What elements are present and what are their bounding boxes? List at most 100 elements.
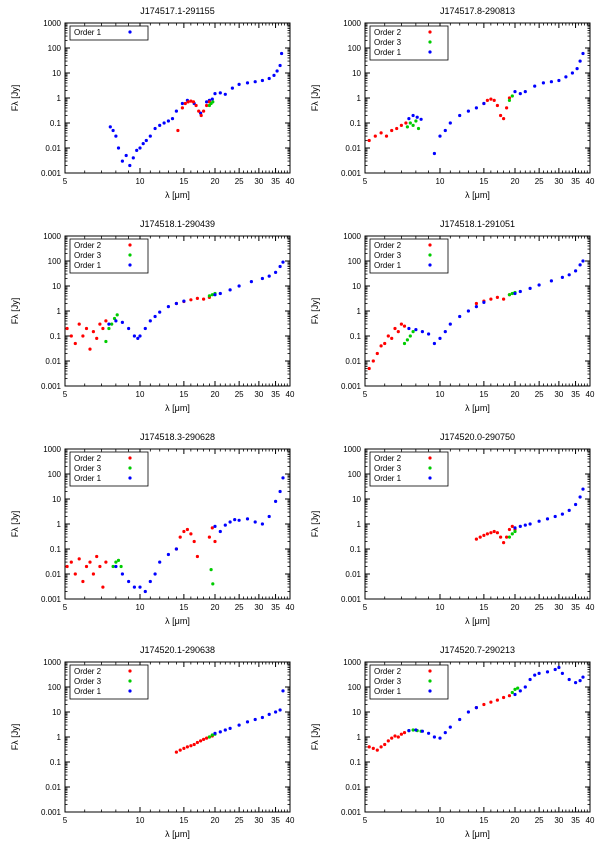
x-tick-label: 40 xyxy=(586,390,595,399)
data-point xyxy=(516,686,520,690)
x-tick-label: 5 xyxy=(363,177,368,186)
data-point xyxy=(213,731,217,735)
data-point xyxy=(281,260,285,264)
legend-marker xyxy=(428,243,432,247)
data-point xyxy=(458,314,462,319)
data-point xyxy=(124,153,128,158)
x-tick-label: 15 xyxy=(479,603,488,612)
y-tick-label: 0.001 xyxy=(341,169,362,178)
data-point xyxy=(178,748,182,752)
data-point xyxy=(390,336,394,340)
data-point xyxy=(210,526,214,530)
y-tick-label: 0.001 xyxy=(41,382,62,391)
data-point xyxy=(274,710,278,714)
series-order-1 xyxy=(407,259,585,346)
legend-marker xyxy=(428,689,432,693)
y-tick-label: 10 xyxy=(52,282,61,291)
data-point xyxy=(371,746,375,751)
data-point xyxy=(414,728,418,732)
data-point xyxy=(367,366,371,371)
series-order-2 xyxy=(474,524,517,545)
y-tick-label: 0.1 xyxy=(350,332,362,341)
data-point xyxy=(574,269,578,273)
x-tick-label: 5 xyxy=(363,390,368,399)
data-point xyxy=(153,126,157,131)
y-tick-label: 0.01 xyxy=(345,357,361,366)
data-point xyxy=(230,86,234,90)
data-point xyxy=(399,732,403,736)
legend-marker xyxy=(428,50,432,54)
data-point xyxy=(405,338,409,342)
x-tick-label: 35 xyxy=(571,390,580,399)
data-point xyxy=(367,138,371,143)
data-point xyxy=(482,101,486,106)
data-point xyxy=(499,535,503,539)
data-point xyxy=(127,326,131,331)
data-point xyxy=(166,305,170,309)
data-point xyxy=(564,75,568,79)
data-point xyxy=(379,344,383,348)
y-tick-label: 100 xyxy=(348,470,362,479)
data-point xyxy=(574,681,578,685)
data-point xyxy=(104,319,108,323)
data-point xyxy=(492,529,496,534)
data-point xyxy=(466,309,470,313)
series-order-1 xyxy=(407,665,585,740)
x-tick-label: 35 xyxy=(571,177,580,186)
legend-marker xyxy=(428,466,432,470)
data-point xyxy=(432,341,436,346)
data-point xyxy=(375,351,379,356)
y-tick-label: 1 xyxy=(57,520,62,529)
x-tick-label: 30 xyxy=(554,816,563,825)
data-point xyxy=(143,589,147,594)
y-tick-label: 1000 xyxy=(343,658,361,667)
data-point xyxy=(245,81,250,85)
data-point xyxy=(153,314,157,319)
data-point xyxy=(375,748,379,752)
legend-box xyxy=(369,25,449,61)
data-point xyxy=(411,113,415,118)
x-tick-label: 35 xyxy=(271,177,280,186)
x-tick-label: 20 xyxy=(511,816,520,825)
x-tick-label: 40 xyxy=(586,816,595,825)
data-point xyxy=(499,113,503,118)
data-point xyxy=(166,552,170,557)
y-axis-label: Fλ [Jy] xyxy=(310,85,320,112)
data-point xyxy=(518,689,522,693)
x-tick-label: 25 xyxy=(235,390,244,399)
data-point xyxy=(567,273,571,277)
data-point xyxy=(101,585,105,589)
data-point xyxy=(237,518,241,522)
legend-box xyxy=(69,238,149,274)
data-point xyxy=(510,291,514,296)
data-point xyxy=(510,524,514,529)
legend-box xyxy=(69,664,149,700)
x-tick-label: 25 xyxy=(235,816,244,825)
data-point xyxy=(533,673,537,677)
data-point xyxy=(553,667,557,672)
data-point xyxy=(427,332,431,336)
y-tick-label: 10 xyxy=(352,282,361,291)
y-tick-label: 100 xyxy=(48,44,62,53)
data-point xyxy=(174,750,178,754)
y-tick-label: 0.1 xyxy=(350,758,362,767)
chart-title: J174517.1-291155 xyxy=(140,6,214,16)
data-point xyxy=(567,677,571,682)
y-tick-label: 10 xyxy=(52,495,61,504)
data-point xyxy=(408,121,412,125)
data-point xyxy=(191,100,196,104)
legend: Order 1 xyxy=(69,25,149,41)
data-point xyxy=(218,529,222,534)
y-tick-label: 0.1 xyxy=(50,758,62,767)
data-point xyxy=(205,103,209,108)
x-axis-label: λ [μm] xyxy=(165,190,190,200)
data-point xyxy=(390,736,394,740)
data-point xyxy=(402,731,407,735)
data-point xyxy=(253,520,257,524)
x-tick-label: 5 xyxy=(63,603,68,612)
data-point xyxy=(95,336,99,340)
data-point xyxy=(384,134,389,138)
data-point xyxy=(438,736,442,740)
y-tick-label: 0.1 xyxy=(50,545,62,554)
